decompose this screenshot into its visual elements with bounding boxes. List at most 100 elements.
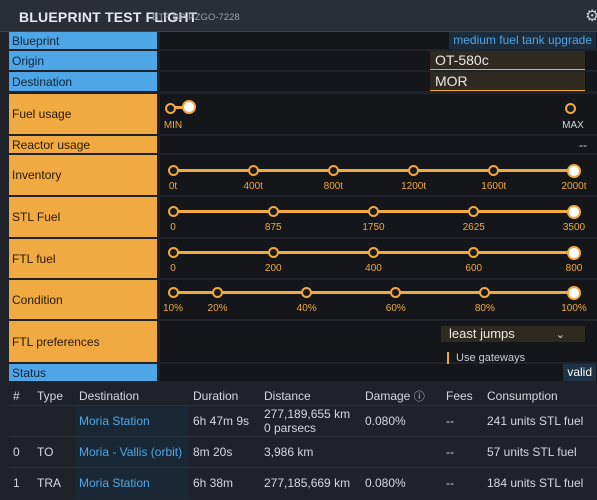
ftl-preferences-label: FTL preferences — [9, 321, 157, 362]
ftl-preferences-select[interactable]: least jumps ⌄ — [441, 326, 585, 342]
fuel-usage-handle[interactable] — [182, 100, 196, 114]
row-duration: 6h 38m — [189, 467, 260, 499]
slider-handle[interactable] — [567, 204, 581, 219]
col-fees: Fees — [446, 388, 473, 403]
row-duration: 6h 47m 9s — [189, 405, 260, 437]
fuel-usage-max-label: MAX — [562, 120, 584, 131]
page-subtitle: BTF BP-PZGO-7228 — [152, 12, 240, 23]
ftl-preferences-row: FTL preferences least jumps ⌄ Use gatewa… — [9, 321, 597, 364]
reactor-usage-value: -- — [579, 138, 587, 152]
reactor-usage-row: Reactor usage -- — [9, 136, 597, 153]
status-badge: valid — [563, 364, 596, 381]
status-label: Status — [9, 364, 157, 381]
ftl-preferences-cell: least jumps ⌄ Use gateways — [160, 321, 597, 364]
ftl-preferences-selected: least jumps — [449, 326, 515, 341]
reactor-usage-label: Reactor usage — [9, 136, 157, 153]
row-damage: 0.080% — [361, 405, 442, 437]
row-type — [33, 405, 75, 437]
col-damage: Damage ⓘ — [361, 386, 442, 406]
slider-tick-label: 3500 — [562, 222, 586, 233]
table-row: 1 TRA Moria Station 6h 38m 277,185,669 k… — [9, 467, 597, 499]
col-damage-label: Damage — [365, 388, 411, 403]
row-destination-link[interactable]: Moria Station — [75, 467, 189, 499]
slider-tick-dot — [488, 165, 500, 176]
condition-tick-label: 100% — [561, 303, 587, 314]
destination-input[interactable]: MOR — [430, 72, 585, 91]
fuel-usage-max-dot — [565, 103, 576, 114]
inventory-slider[interactable]: 0t 400t 800t 1200t 1600t 2000t — [160, 155, 597, 195]
origin-row: Origin OT-580c — [9, 51, 597, 70]
col-type: Type — [37, 388, 64, 403]
slider-tick-label: 400 — [365, 263, 382, 274]
row-fees: -- — [442, 436, 483, 468]
destination-label: Destination — [9, 72, 157, 91]
blueprint-row: Blueprint medium fuel tank upgrade — [9, 32, 597, 49]
ftl-fuel-label: FTL fuel — [9, 239, 157, 278]
slider-tick-dot — [408, 165, 420, 176]
slider-handle[interactable] — [567, 163, 581, 178]
row-duration: 8m 20s — [189, 436, 260, 468]
condition-track — [173, 291, 574, 294]
row-distance-km: 277,189,655 km — [264, 407, 351, 421]
origin-label: Origin — [9, 51, 157, 70]
row-num — [9, 405, 33, 437]
slider-tick-dot — [327, 165, 339, 176]
condition-tick-label: 10% — [162, 303, 184, 314]
title-bar: BLUEPRINT TEST FLIGHT BTF BP-PZGO-7228 ⚙ — [0, 0, 597, 32]
slider-tick-label: 2000t — [561, 181, 587, 192]
row-fees: -- — [442, 405, 483, 437]
row-num: 0 — [9, 436, 33, 468]
condition-tick-label: 60% — [385, 303, 406, 314]
row-distance-km: 3,986 km — [264, 445, 314, 459]
row-type: TO — [33, 436, 75, 468]
gear-icon[interactable]: ⚙ — [585, 8, 597, 25]
inventory-row: Inventory 0t 400t 800t 1200t 1600t 2000t — [9, 155, 597, 195]
use-gateways-checkbox[interactable]: Use gateways — [447, 352, 525, 364]
blueprint-value-cell: medium fuel tank upgrade — [160, 32, 597, 49]
slider-tick-dot — [368, 247, 379, 258]
fuel-usage-row: Fuel usage MIN MAX — [9, 94, 597, 134]
slider-tick-dot — [267, 247, 279, 258]
row-destination-link[interactable]: Moria Station — [75, 405, 189, 437]
destination-value-cell: MOR — [160, 72, 597, 91]
ftl-fuel-slider[interactable]: 0 200 400 600 800 — [160, 239, 597, 278]
slider-handle[interactable] — [567, 245, 581, 260]
col-distance: Distance — [264, 388, 311, 403]
condition-tick-dot — [301, 287, 313, 298]
col-destination: Destination — [79, 388, 140, 403]
slider-tick-label: 0 — [170, 222, 176, 233]
col-consumption: Consumption — [487, 388, 558, 403]
info-icon[interactable]: ⓘ — [413, 390, 425, 403]
stl-fuel-slider[interactable]: 0 875 1750 2625 3500 — [160, 197, 597, 237]
condition-handle[interactable] — [567, 285, 581, 300]
slider-tick-dot — [468, 206, 480, 217]
row-distance: 277,185,669 km — [260, 467, 361, 499]
fuel-usage-label: Fuel usage — [9, 94, 157, 134]
slider-tick-label: 400t — [243, 181, 263, 192]
slider-tick-dot — [167, 247, 179, 258]
slider-tick-dot — [247, 165, 259, 176]
condition-tick-label: 20% — [207, 303, 228, 314]
status-value-cell: valid — [160, 364, 597, 381]
slider-tick-dot — [167, 165, 179, 176]
row-consumption: 57 units STL fuel — [483, 436, 597, 468]
row-consumption: 184 units STL fuel — [483, 467, 597, 499]
slider-tick-dot — [468, 247, 480, 258]
row-distance-parsecs: 0 parsecs — [264, 421, 317, 435]
col-duration: Duration — [193, 388, 239, 403]
ftl-fuel-row: FTL fuel 0 200 400 600 800 — [9, 239, 597, 278]
condition-slider[interactable]: 10% 20% 40% 60% 80% 100% — [160, 280, 597, 319]
fuel-usage-min-label: MIN — [163, 120, 183, 131]
row-destination-link[interactable]: Moria - Vallis (orbit) — [75, 436, 189, 468]
row-distance-km: 277,185,669 km — [264, 476, 351, 491]
row-distance: 277,189,655 km 0 parsecs — [260, 405, 361, 437]
blueprint-value[interactable]: medium fuel tank upgrade — [449, 32, 596, 49]
condition-tick-label: 80% — [474, 303, 495, 314]
inventory-label: Inventory — [9, 155, 157, 195]
origin-input[interactable]: OT-580c — [430, 51, 585, 70]
row-damage — [361, 436, 442, 468]
fuel-usage-slider[interactable]: MIN MAX — [160, 94, 597, 134]
use-gateways-label: Use gateways — [456, 352, 526, 364]
table-row: Moria Station 6h 47m 9s 277,189,655 km 0 … — [9, 405, 597, 437]
slider-tick-label: 200 — [264, 263, 282, 274]
